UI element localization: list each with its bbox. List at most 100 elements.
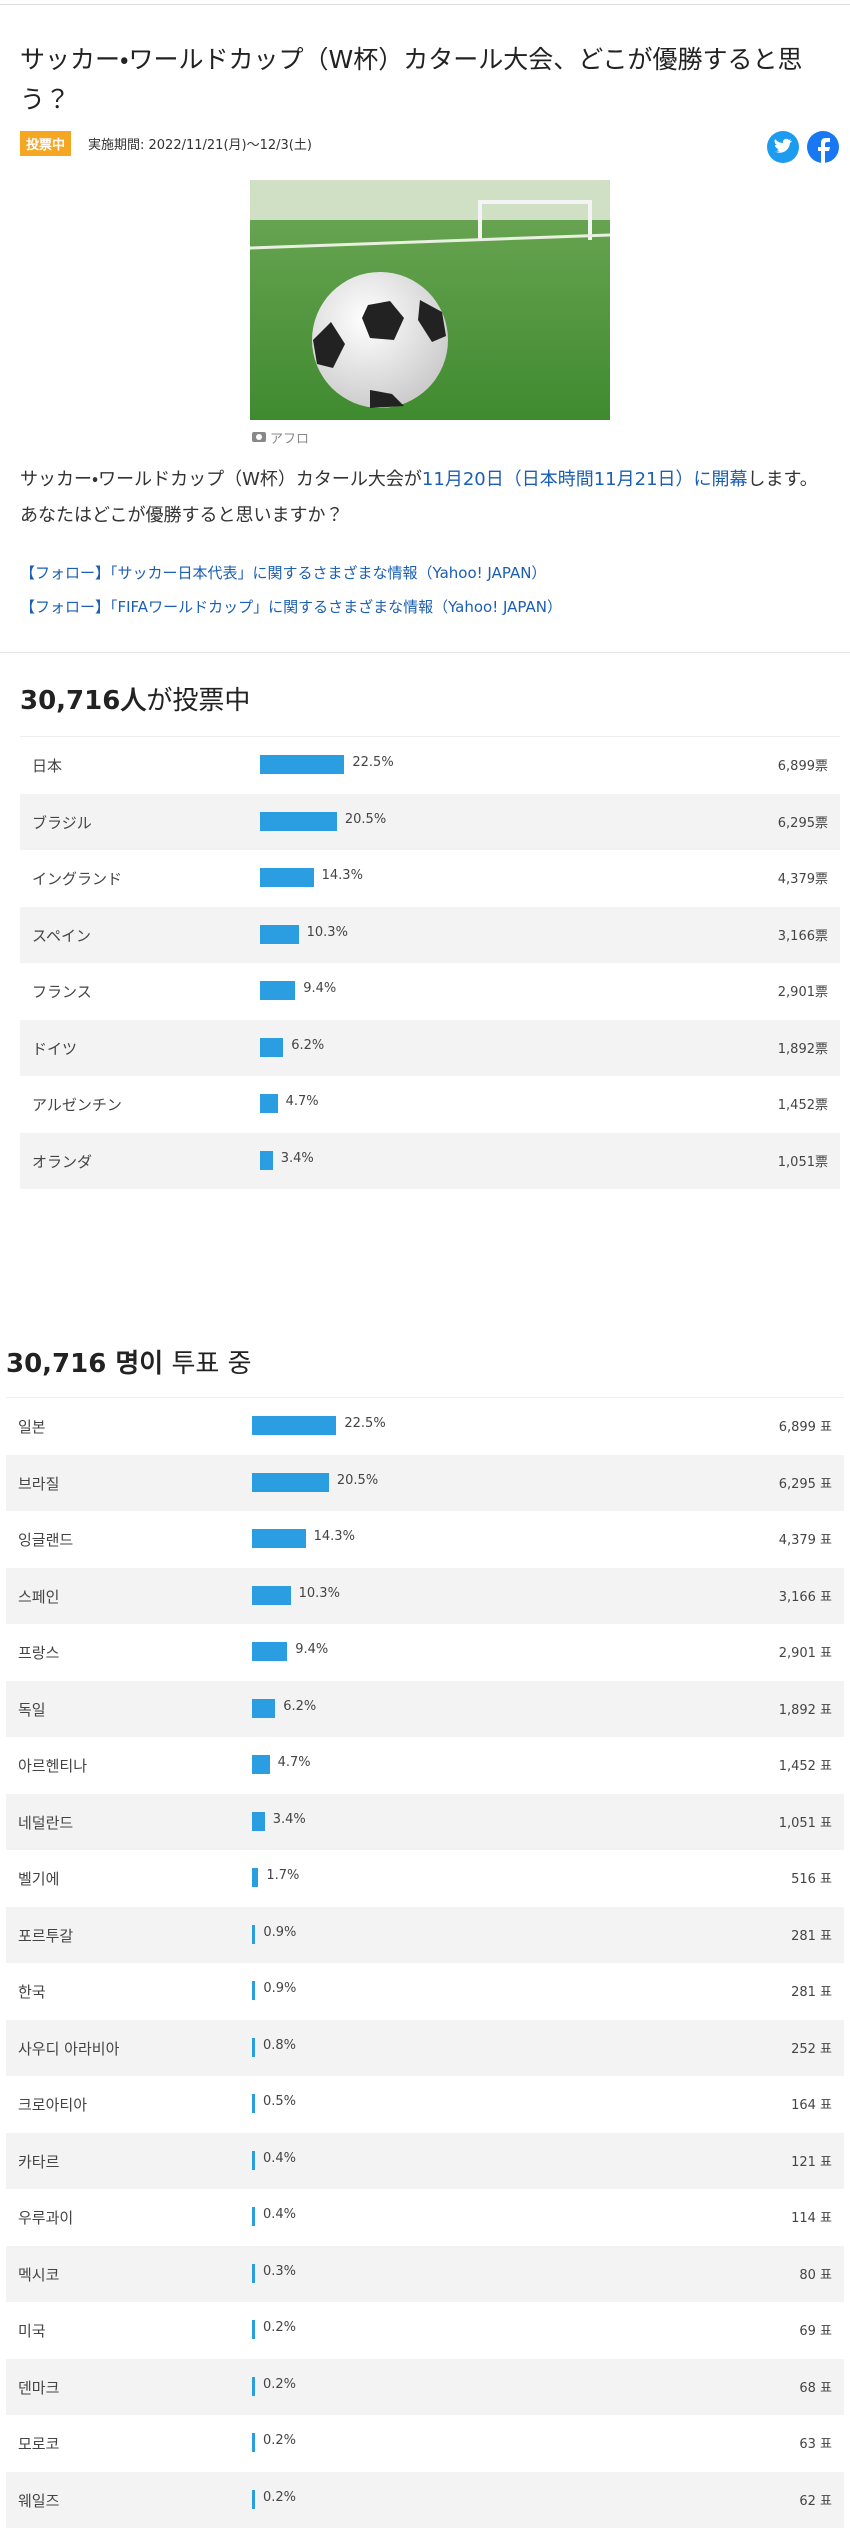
facebook-button[interactable] [807, 131, 839, 163]
result-row: 덴마크 0.2% 68 표 [6, 2358, 844, 2415]
result-row: 크로아티아 0.5% 164 표 [6, 2076, 844, 2133]
count-suffix: 투표 중 [171, 1349, 252, 1379]
percent-label: 14.3% [321, 868, 363, 883]
result-bar [252, 1472, 329, 1492]
option-name: ブラジル [32, 813, 92, 832]
option-name: 네덜란드 [18, 1813, 74, 1832]
vote-count: 63 표 [799, 2437, 832, 2452]
photo [250, 180, 610, 420]
option-name: スペイン [32, 926, 91, 945]
percent-label: 0.4% [263, 2150, 297, 2166]
result-row: 벨기에 1.7% 516 표 [6, 1850, 844, 1907]
percent-label: 0.9% [263, 1924, 297, 1940]
result-bar [252, 2037, 255, 2057]
result-bar [252, 1642, 288, 1661]
option-name: 웨일즈 [18, 2491, 60, 2510]
option-name: 브라질 [18, 1474, 60, 1493]
option-name: 사우디 아라비아 [18, 2039, 120, 2058]
result-bar [252, 1868, 259, 1887]
result-bar [252, 2094, 255, 2113]
vote-count: 1,452票 [777, 1098, 828, 1113]
result-bar [252, 1755, 270, 1774]
result-row: 카타르 0.4% 121 표 [6, 2132, 844, 2189]
option-name: 프랑스 [18, 1644, 60, 1662]
text-link[interactable]: 11月20日（日本時間11月21日）に開幕 [421, 469, 748, 490]
result-bar [252, 2207, 255, 2226]
result-row: 웨일즈 0.2% 62 표 [6, 2471, 844, 2528]
option-name: アルゼンチン [32, 1096, 122, 1114]
result-row: 잉글랜드 14.3% 4,379 표 [6, 1511, 844, 1568]
percent-label: 6.2% [283, 1698, 317, 1714]
option-name: 크로아티아 [18, 2096, 88, 2114]
result-row: オランダ 3.4% 1,051票 [20, 1132, 840, 1189]
result-row: イングランド 14.3% 4,379票 [20, 850, 840, 907]
vote-count: 1,452 표 [778, 1759, 832, 1774]
result-row: 사우디 아라비아 0.8% 252 표 [6, 2019, 844, 2076]
poll-period: 実施期間: 2022/11/21(月)〜12/3(土) [88, 138, 312, 153]
twitter-button[interactable] [767, 131, 799, 163]
vote-count: 68 표 [799, 2380, 832, 2396]
top-border [0, 4, 850, 5]
result-bar [252, 1416, 337, 1435]
result-bar [260, 1037, 284, 1057]
vote-count: 2,901票 [777, 985, 828, 1000]
percent-label: 9.4% [303, 981, 337, 996]
percent-label: 1.7% [266, 1868, 300, 1883]
option-name: オランダ [32, 1152, 93, 1171]
result-bar [252, 2376, 255, 2396]
option-name: 벨기에 [18, 1870, 60, 1888]
result-row: 브라질 20.5% 6,295 표 [6, 1454, 844, 1511]
vote-count: 4,379票 [777, 872, 828, 887]
vote-count: 1,892 표 [778, 1702, 832, 1718]
option-name: 일본 [18, 1418, 46, 1436]
result-row: 아르헨티나 4.7% 1,452 표 [6, 1737, 844, 1794]
follow-link[interactable]: 【フォロー】「FIFAワールドカップ」に関するさまざまな情報（Yahoo! JA… [20, 598, 562, 616]
percent-label: 20.5% [336, 1472, 379, 1488]
percent-label: 0.4% [263, 2207, 297, 2222]
percent-label: 0.5% [263, 2094, 297, 2109]
vote-count: 164 표 [791, 2098, 832, 2113]
result-bar [260, 1150, 273, 1170]
result-row: スペイン 10.3% 3,166票 [20, 906, 840, 963]
vote-count: 30,716人が投票中 [20, 680, 250, 717]
result-row: 모로코 0.2% 63 표 [6, 2415, 844, 2472]
result-bar [260, 868, 314, 887]
vote-count: 6,899 표 [778, 1420, 832, 1435]
result-row: 일본 22.5% 6,899 표 [6, 1398, 844, 1455]
option-name: 카타르 [18, 2152, 60, 2171]
result-bar [252, 1981, 256, 2000]
follow-link[interactable]: 【フォロー】「サッカー日本代表」に関するさまざまな情報（Yahoo! JAPAN… [20, 564, 547, 582]
camera-icon [252, 432, 266, 442]
result-bar [252, 1698, 276, 1718]
vote-count: 69 표 [799, 2324, 832, 2339]
percent-label: 0.2% [263, 2376, 297, 2392]
result-bar [252, 1924, 256, 1944]
description: サッカー・ワールドカップ（W杯）カタール大会が11月20日（日本時間11月21日… [20, 462, 830, 534]
percent-label: 6.2% [291, 1037, 325, 1053]
count: 30,716人 [20, 686, 147, 716]
results-table: 日本 22.5% 6,899票 ブラジル 20.5% 6,295票 イングランド 14.3% 4… [20, 736, 840, 1189]
result-row: 멕시코 0.3% 80 표 [6, 2245, 844, 2302]
result-bar [260, 811, 337, 831]
result-row: 독일 6.2% 1,892 표 [6, 1680, 844, 1737]
result-bar [252, 1529, 306, 1548]
option-name: 스페인 [18, 1587, 60, 1606]
vote-count: 6,295 표 [778, 1476, 832, 1492]
vote-count: 1,051票 [777, 1154, 828, 1170]
result-row: フランス 9.4% 2,901票 [20, 963, 840, 1020]
option-name: 멕시코 [18, 2265, 60, 2284]
percent-label: 22.5% [344, 1416, 386, 1431]
option-name: 미국 [18, 2322, 46, 2340]
vote-count: 1,892票 [777, 1041, 828, 1057]
percent-label: 10.3% [298, 1585, 340, 1601]
result-bar [260, 755, 345, 774]
vote-count: 30,716 명이 투표 중 [6, 1343, 252, 1380]
percent-label: 3.4% [272, 1811, 306, 1827]
option-name: ドイツ [32, 1039, 78, 1058]
percent-label: 10.3% [306, 924, 348, 940]
result-bar [252, 2263, 255, 2283]
option-name: 잉글랜드 [18, 1531, 74, 1549]
vote-count: 516 표 [791, 1872, 832, 1887]
